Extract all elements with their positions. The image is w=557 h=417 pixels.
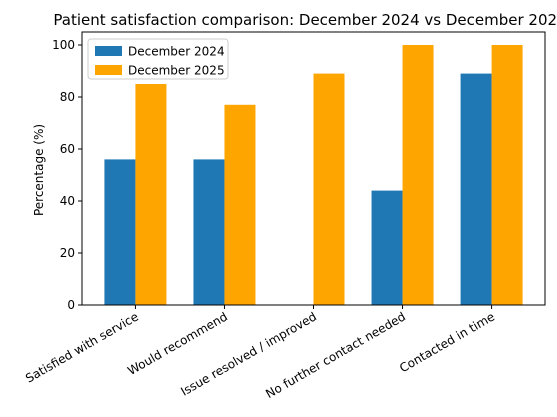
- bar-1-2: [193, 159, 225, 305]
- x-tick-label: Contacted in time: [397, 309, 497, 375]
- x-tick-label: Satisfied with service: [23, 309, 141, 385]
- chart-title: Patient satisfaction comparison: Decembe…: [53, 11, 557, 29]
- bar-2-1: [135, 84, 167, 305]
- legend: December 2024 December 2025: [87, 38, 229, 80]
- bar-2-5: [491, 45, 523, 305]
- bar-2-4: [402, 45, 434, 305]
- legend-box: [87, 38, 229, 80]
- legend-swatch-2: [95, 65, 122, 75]
- y-tick-label: 40: [60, 194, 75, 208]
- legend-label-2: December 2025: [128, 64, 225, 78]
- y-tick-label: 20: [60, 246, 75, 260]
- y-tick-label: 80: [60, 90, 75, 104]
- bar-1-1: [104, 159, 136, 305]
- bar-2-3: [313, 73, 345, 305]
- legend-label-1: December 2024: [128, 45, 225, 59]
- y-tick-label: 100: [52, 38, 75, 52]
- x-tick-label: No further contact needed: [263, 309, 408, 401]
- bar-1-4: [371, 190, 403, 305]
- y-axis-label: Percentage (%): [32, 124, 46, 216]
- bars-group: [104, 45, 523, 305]
- legend-swatch-1: [95, 46, 122, 56]
- bar-1-5: [460, 73, 492, 305]
- bar-2-2: [224, 104, 256, 305]
- y-tick-label: 60: [60, 142, 75, 156]
- y-tick-label: 0: [67, 298, 75, 312]
